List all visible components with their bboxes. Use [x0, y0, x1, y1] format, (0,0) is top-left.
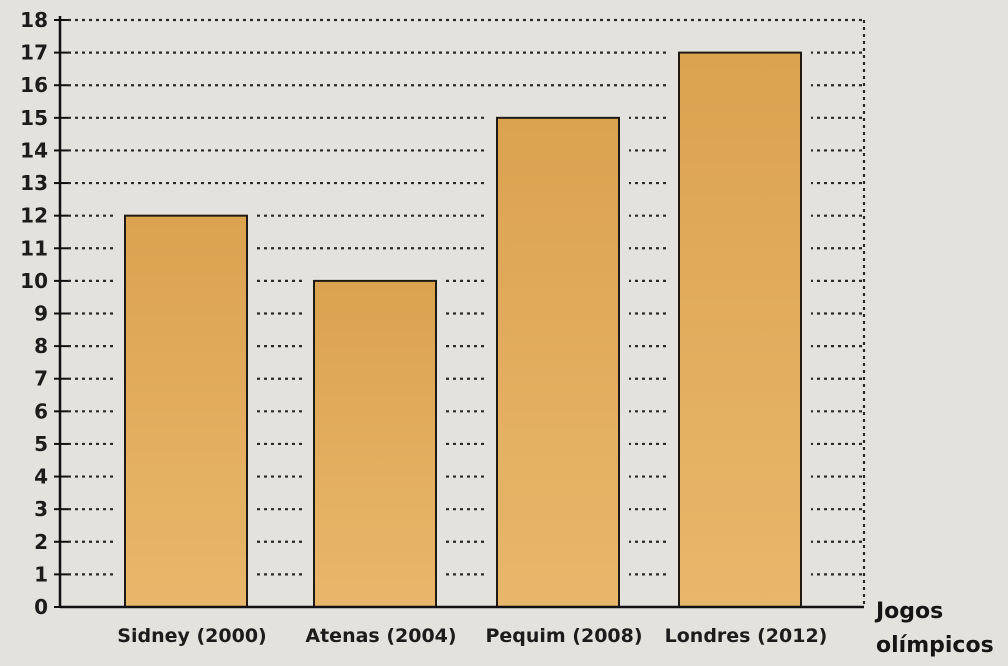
- y-tick-label: 12: [20, 204, 48, 228]
- y-tick-label: 17: [20, 41, 48, 65]
- bars: [115, 50, 811, 609]
- y-tick-label: 13: [20, 171, 48, 195]
- y-tick-label: 2: [34, 530, 48, 554]
- y-tick-label: 16: [20, 73, 48, 97]
- bar: [313, 279, 437, 608]
- y-tick-label: 10: [20, 269, 48, 293]
- y-tick-label: 8: [34, 334, 48, 358]
- x-axis-title: Jogos olímpicos: [874, 599, 994, 658]
- y-tick-label: 5: [34, 432, 48, 456]
- y-tick-label: 7: [34, 367, 48, 391]
- y-tick-label: 6: [34, 399, 48, 423]
- y-tick-label: 9: [34, 302, 48, 326]
- y-tick-label: 3: [34, 497, 48, 521]
- y-tick-label: 11: [20, 236, 48, 260]
- y-tick-label: 15: [20, 106, 48, 130]
- x-axis-title-line-2: olímpicos: [876, 633, 994, 658]
- bar: [496, 116, 620, 608]
- x-category-label: Londres (2012): [665, 625, 828, 647]
- bar: [678, 51, 802, 609]
- y-tick-label: 14: [20, 138, 48, 162]
- y-tick-label: 1: [34, 562, 48, 586]
- x-category-label: Sidney (2000): [117, 625, 266, 647]
- y-tick-label: 18: [20, 8, 48, 32]
- x-axis-title-line-1: Jogos: [874, 599, 943, 624]
- bar: [124, 214, 248, 609]
- y-tick-label: 0: [34, 595, 48, 619]
- x-category-label: Pequim (2008): [485, 625, 642, 647]
- y-tick-label: 4: [34, 465, 48, 489]
- x-category-label: Atenas (2004): [305, 625, 456, 647]
- x-axis-category-labels: Sidney (2000) Atenas (2004) Pequim (2008) L…: [117, 625, 827, 647]
